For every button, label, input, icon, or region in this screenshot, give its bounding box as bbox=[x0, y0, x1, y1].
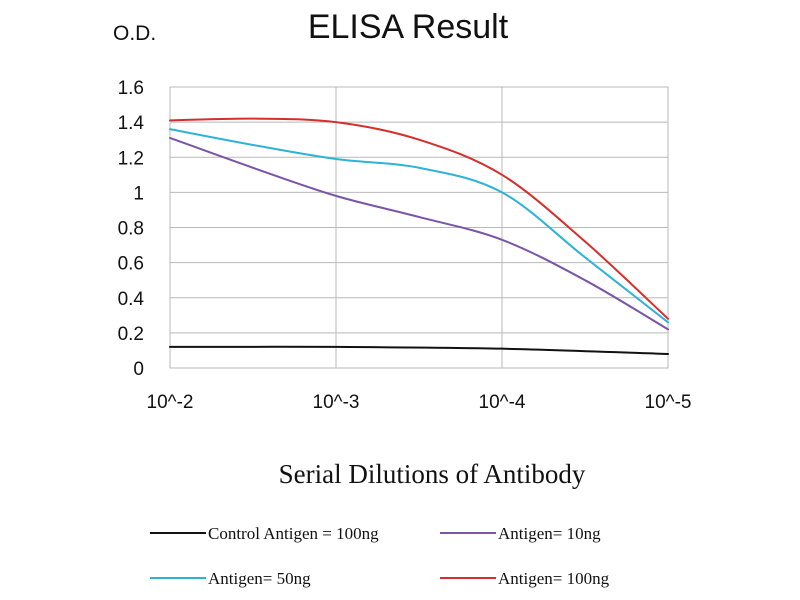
chart-title: ELISA Result bbox=[308, 8, 509, 46]
legend-label-0: Control Antigen = 100ng bbox=[208, 524, 379, 543]
y-tick-label: 1.6 bbox=[118, 78, 144, 99]
x-tick-label: 10^-3 bbox=[313, 392, 360, 413]
y-axis-label: O.D. bbox=[113, 22, 156, 45]
x-tick-label: 10^-2 bbox=[147, 392, 194, 413]
y-tick-label: 1 bbox=[133, 183, 144, 204]
plot-frame bbox=[169, 86, 669, 369]
plot-area bbox=[169, 86, 669, 369]
series-line-2 bbox=[169, 128, 669, 324]
x-axis-label: Serial Dilutions of Antibody bbox=[279, 459, 586, 489]
series-line-1 bbox=[169, 136, 669, 331]
y-tick-label: 0.8 bbox=[118, 219, 144, 240]
y-tick-label: 0.4 bbox=[118, 289, 145, 310]
y-tick-labels: 0 0.2 0.4 0.6 0.8 1 1.2 1.4 1.6 bbox=[118, 78, 145, 380]
y-tick-label: 0.2 bbox=[118, 324, 144, 345]
x-tick-label: 10^-4 bbox=[479, 392, 526, 413]
series-line-3 bbox=[169, 117, 669, 320]
series-lines bbox=[169, 117, 669, 355]
x-tick-label: 10^-5 bbox=[645, 392, 692, 413]
y-tick-label: 1.2 bbox=[118, 148, 144, 169]
legend: Control Antigen = 100ng Antigen= 10ng Anti… bbox=[150, 524, 610, 588]
series-line-0 bbox=[169, 345, 669, 355]
legend-label-1: Antigen= 10ng bbox=[498, 524, 601, 543]
y-tick-label: 1.4 bbox=[118, 113, 145, 134]
y-tick-label: 0 bbox=[133, 359, 144, 380]
x-tick-labels: 10^-2 10^-3 10^-4 10^-5 bbox=[147, 392, 692, 413]
y-tick-label: 0.6 bbox=[118, 254, 144, 275]
legend-label-3: Antigen= 100ng bbox=[498, 569, 610, 588]
legend-label-2: Antigen= 50ng bbox=[208, 569, 311, 588]
